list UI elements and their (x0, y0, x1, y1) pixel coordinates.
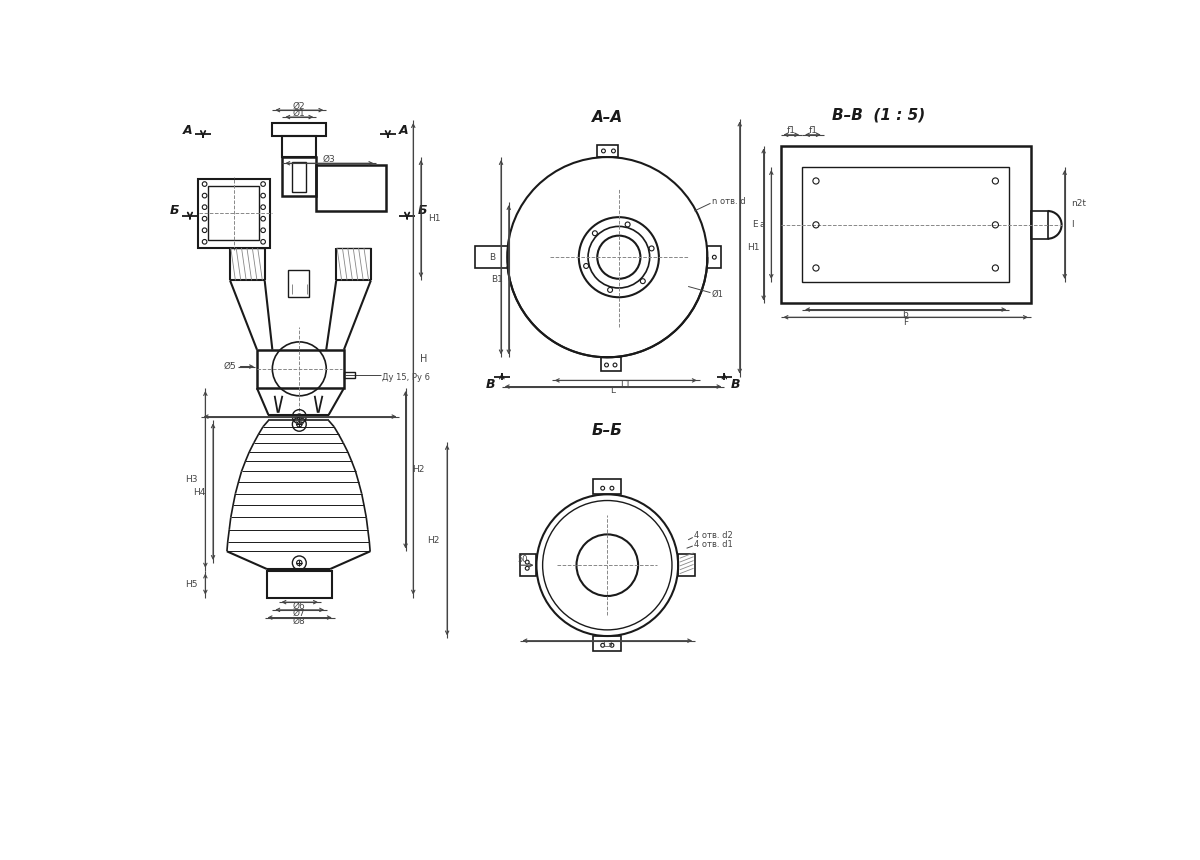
Bar (594, 479, 622, 494)
Text: Ø3: Ø3 (323, 155, 336, 164)
Bar (282, 136, 317, 157)
Text: 4 отв. d1: 4 отв. d1 (695, 540, 733, 549)
Bar (707, 247, 721, 268)
Bar (293, 163, 306, 192)
Text: b: b (902, 310, 908, 319)
Text: f1: f1 (809, 126, 817, 135)
Text: Б: Б (418, 205, 427, 218)
Bar (288, 270, 310, 298)
Text: H2: H2 (427, 536, 439, 545)
Text: В: В (731, 378, 740, 390)
Bar (344, 372, 355, 378)
Text: Б: Б (170, 205, 179, 218)
Bar (802, 167, 1009, 282)
Text: F: F (902, 318, 908, 327)
Text: В: В (486, 378, 496, 390)
Text: 50: 50 (517, 555, 528, 563)
Text: L3: L3 (602, 640, 613, 649)
Text: Ø1: Ø1 (293, 108, 306, 118)
Text: B: B (488, 253, 494, 261)
Bar (198, 179, 270, 248)
Text: L2: L2 (294, 417, 305, 426)
Bar (596, 144, 618, 157)
Bar (266, 570, 332, 598)
Text: Ø5: Ø5 (223, 362, 236, 371)
Bar (257, 350, 344, 388)
Text: В–В  (1 : 5): В–В (1 : 5) (832, 108, 925, 122)
Text: a: a (760, 220, 766, 230)
Bar (520, 555, 536, 576)
Bar (594, 636, 622, 651)
Text: H1: H1 (428, 214, 440, 224)
Text: А: А (182, 124, 192, 137)
Text: n2t: n2t (1070, 199, 1086, 208)
Text: l: l (1070, 220, 1074, 230)
Bar (1031, 211, 1048, 239)
Text: H5: H5 (185, 580, 198, 589)
Text: H3: H3 (185, 476, 198, 484)
Text: n отв. d: n отв. d (712, 197, 745, 206)
Bar (601, 357, 622, 372)
Text: H: H (420, 353, 427, 364)
Text: Ø6: Ø6 (293, 601, 306, 611)
Text: 4 отв. d2: 4 отв. d2 (695, 531, 733, 540)
Text: Ду 15, Ру 6: Ду 15, Ру 6 (383, 373, 431, 382)
Bar (780, 145, 1031, 304)
Text: E: E (752, 220, 757, 230)
Text: f1: f1 (787, 126, 796, 135)
Text: А–А: А–А (592, 109, 623, 125)
Bar (272, 123, 326, 136)
Text: Ø8: Ø8 (293, 617, 306, 626)
Text: Ø1: Ø1 (712, 290, 724, 298)
Text: Ø7: Ø7 (293, 609, 306, 618)
Text: А: А (398, 124, 408, 137)
Bar (209, 187, 259, 240)
Bar (317, 165, 385, 211)
Text: H2: H2 (413, 465, 425, 474)
Text: L1: L1 (620, 380, 631, 389)
Text: B1: B1 (491, 274, 503, 284)
Text: H4: H4 (193, 488, 205, 496)
Bar (475, 247, 509, 268)
Bar (282, 157, 317, 195)
Text: Ø2: Ø2 (293, 101, 306, 111)
Text: L: L (610, 386, 616, 395)
Text: H1: H1 (748, 243, 760, 253)
Bar (678, 555, 695, 576)
Text: Б–Б: Б–Б (592, 423, 623, 438)
